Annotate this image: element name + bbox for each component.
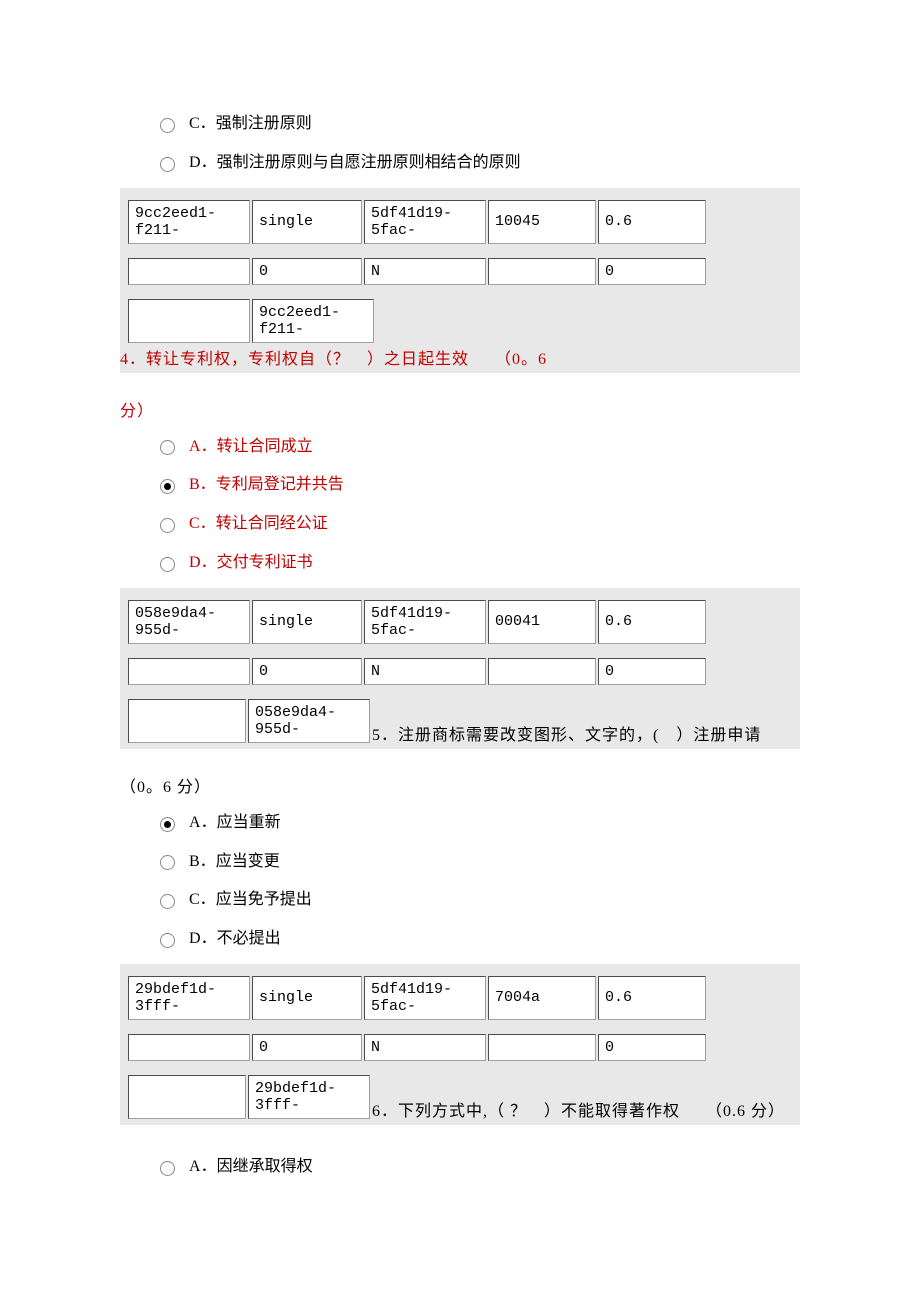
meta-table: 058e9da4-955d- single 5df41d19-5fac- 000… (126, 598, 708, 646)
q6-option-a[interactable]: A．因继承取得权 (160, 1153, 800, 1182)
question-5-score: （0。6 分） (120, 773, 800, 797)
meta-table: 29bdef1d-3fff- single 5df41d19-5fac- 700… (126, 974, 708, 1022)
cell: 0 (598, 658, 706, 685)
cell: 0 (598, 1034, 706, 1061)
option-d[interactable]: D．强制注册原则与自愿注册原则相结合的原则 (160, 149, 800, 178)
q4-option-a[interactable]: A．转让合同成立 (160, 433, 800, 462)
radio-icon (160, 933, 175, 948)
cell (488, 258, 596, 285)
cell: 0 (252, 258, 362, 285)
option-label: A．转让合同成立 (189, 433, 313, 462)
question-6-stem: 6．下列方式中,（ ？ ）不能取得著作权 （0.6 分） (372, 1097, 785, 1121)
cell: single (252, 200, 362, 244)
radio-icon (160, 518, 175, 533)
cell: 7004a (488, 976, 596, 1020)
cell (128, 258, 250, 285)
radio-icon (160, 557, 175, 572)
cell (128, 299, 250, 343)
radio-icon (160, 817, 175, 832)
question-4-score: 分） (120, 397, 800, 421)
option-label: B．应当变更 (189, 848, 280, 877)
option-c[interactable]: C．强制注册原则 (160, 110, 800, 139)
q5-option-a[interactable]: A．应当重新 (160, 809, 800, 838)
q5-option-d[interactable]: D．不必提出 (160, 925, 800, 954)
meta-table: 058e9da4-955d- (126, 697, 372, 745)
cell (128, 1034, 250, 1061)
meta-table: 9cc2eed1-f211- (126, 297, 376, 345)
option-c-text: C．强制注册原则 (189, 110, 312, 139)
cell: 29bdef1d-3fff- (248, 1075, 370, 1119)
radio-icon (160, 157, 175, 172)
cell (128, 699, 246, 743)
cell (488, 658, 596, 685)
cell: 5df41d19-5fac- (364, 200, 486, 244)
option-label: C．转让合同经公证 (189, 510, 328, 539)
meta-table: 29bdef1d-3fff- (126, 1073, 372, 1121)
cell: 9cc2eed1-f211- (252, 299, 374, 343)
option-label: D．交付专利证书 (189, 549, 313, 578)
cell (128, 1075, 246, 1119)
cell: 10045 (488, 200, 596, 244)
option-label: A．应当重新 (189, 809, 281, 838)
meta-block-1: 9cc2eed1-f211- single 5df41d19-5fac- 100… (120, 188, 800, 373)
cell: N (364, 1034, 486, 1061)
radio-icon (160, 440, 175, 455)
cell: 29bdef1d-3fff- (128, 976, 250, 1020)
cell: 0.6 (598, 976, 706, 1020)
q4-option-c[interactable]: C．转让合同经公证 (160, 510, 800, 539)
cell (128, 658, 250, 685)
cell: 0 (252, 1034, 362, 1061)
q4-option-d[interactable]: D．交付专利证书 (160, 549, 800, 578)
cell: 5df41d19-5fac- (364, 976, 486, 1020)
radio-icon (160, 479, 175, 494)
q4-option-b[interactable]: B．专利局登记并共告 (160, 471, 800, 500)
cell: N (364, 658, 486, 685)
cell: 9cc2eed1-f211- (128, 200, 250, 244)
meta-table: 0 N 0 (126, 256, 708, 287)
option-d-text: D．强制注册原则与自愿注册原则相结合的原则 (189, 149, 521, 178)
meta-table: 9cc2eed1-f211- single 5df41d19-5fac- 100… (126, 198, 708, 246)
radio-icon (160, 894, 175, 909)
radio-icon (160, 118, 175, 133)
option-label: C．应当免予提出 (189, 886, 312, 915)
question-5-stem: 5．注册商标需要改变图形、文字的，( ）注册申请 (372, 721, 761, 745)
cell: 0.6 (598, 600, 706, 644)
cell (488, 1034, 596, 1061)
cell: single (252, 600, 362, 644)
radio-icon (160, 1161, 175, 1176)
cell: 0 (252, 658, 362, 685)
option-label: D．不必提出 (189, 925, 281, 954)
q5-option-c[interactable]: C．应当免予提出 (160, 886, 800, 915)
meta-table: 0 N 0 (126, 1032, 708, 1063)
option-label: A．因继承取得权 (189, 1153, 313, 1182)
cell: 0.6 (598, 200, 706, 244)
cell: 058e9da4-955d- (128, 600, 250, 644)
cell: 5df41d19-5fac- (364, 600, 486, 644)
q5-option-b[interactable]: B．应当变更 (160, 848, 800, 877)
cell: 0 (598, 258, 706, 285)
radio-icon (160, 855, 175, 870)
question-4-stem: 4．转让专利权，专利权自（？ ）之日起生效 （0。6 (120, 345, 547, 369)
cell: single (252, 976, 362, 1020)
cell: 00041 (488, 600, 596, 644)
option-label: B．专利局登记并共告 (189, 471, 344, 500)
meta-block-3: 29bdef1d-3fff- single 5df41d19-5fac- 700… (120, 964, 800, 1125)
cell: 058e9da4-955d- (248, 699, 370, 743)
meta-block-2: 058e9da4-955d- single 5df41d19-5fac- 000… (120, 588, 800, 749)
cell: N (364, 258, 486, 285)
meta-table: 0 N 0 (126, 656, 708, 687)
